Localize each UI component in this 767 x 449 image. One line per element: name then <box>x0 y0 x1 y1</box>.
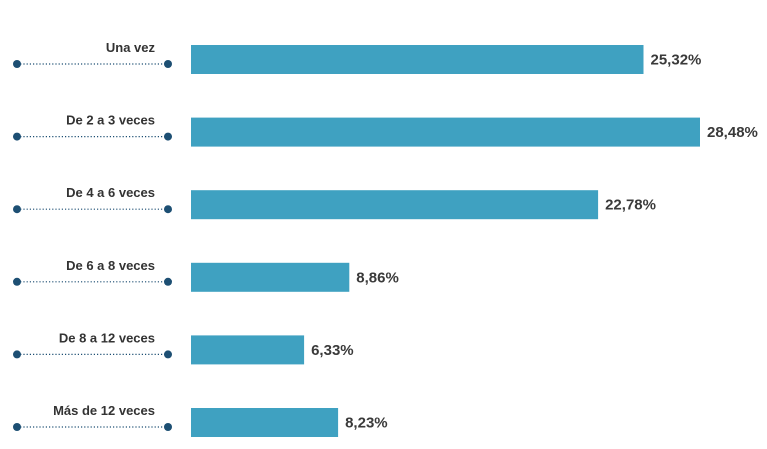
value-label: 22,78% <box>605 197 656 214</box>
category-label: De 2 a 3 veces <box>66 113 155 128</box>
leader-dot-right <box>164 350 172 359</box>
leader-dot-right <box>164 132 172 141</box>
value-label: 8,86% <box>356 269 399 286</box>
leader-dot-right <box>164 277 172 286</box>
value-label: 28,48% <box>707 124 758 141</box>
value-label: 6,33% <box>311 342 354 359</box>
bar <box>191 117 700 147</box>
category-label: Una vez <box>106 40 156 55</box>
leader-dot-left <box>13 277 21 286</box>
bar <box>191 262 350 292</box>
bar <box>191 45 644 74</box>
value-label: 25,32% <box>651 52 702 69</box>
leader-dot-right <box>164 423 172 431</box>
bar <box>191 335 305 365</box>
leader-dot-right <box>164 205 172 214</box>
value-label: 8,23% <box>345 415 388 432</box>
category-label: Más de 12 veces <box>53 403 155 418</box>
category-label: De 8 a 12 veces <box>59 330 155 345</box>
bar <box>191 190 599 220</box>
category-label: De 4 a 6 veces <box>66 185 155 200</box>
bar <box>191 408 339 437</box>
category-label: De 6 a 8 veces <box>66 258 155 273</box>
leader-dot-right <box>164 60 172 68</box>
leader-dot-left <box>13 423 21 431</box>
leader-dot-left <box>13 132 21 141</box>
leader-dot-left <box>13 350 21 359</box>
leader-dot-left <box>13 205 21 214</box>
leader-dot-left <box>13 60 21 68</box>
